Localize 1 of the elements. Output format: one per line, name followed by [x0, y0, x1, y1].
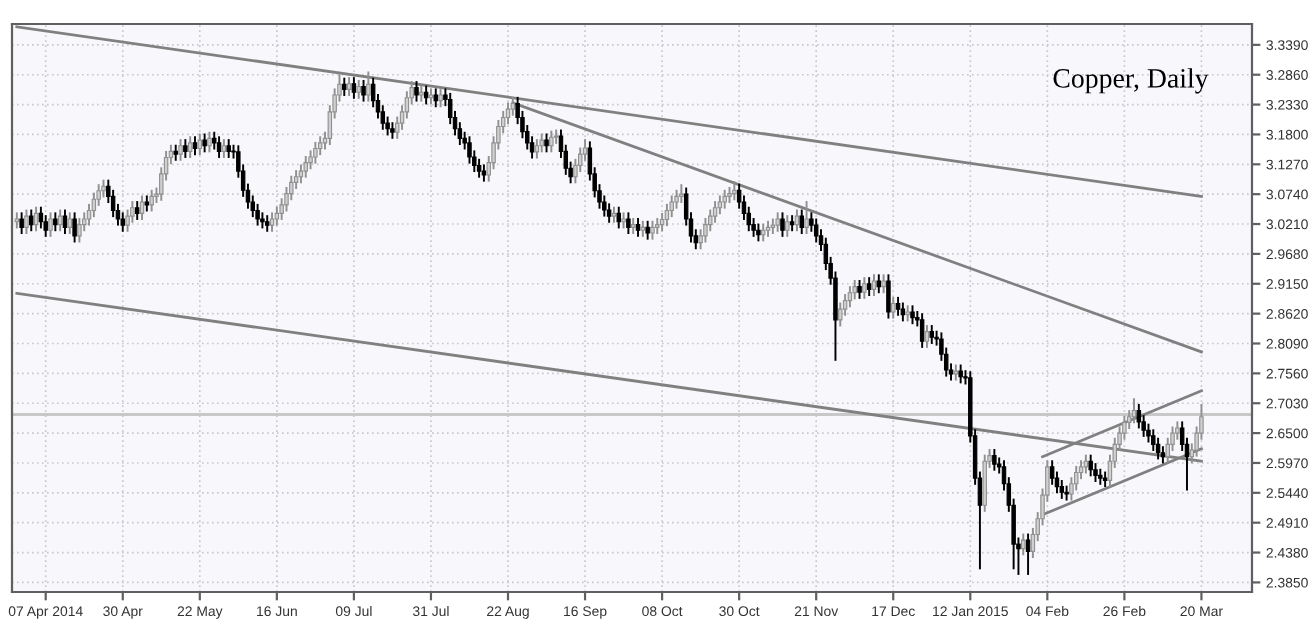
text: Copper, Daily	[1053, 68, 1209, 94]
